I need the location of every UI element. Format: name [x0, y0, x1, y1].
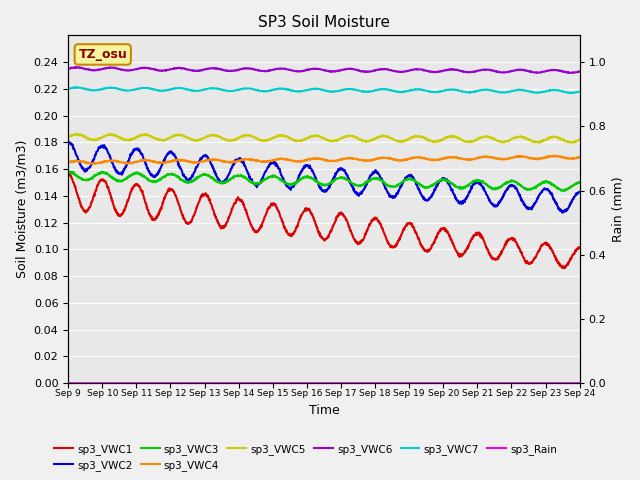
sp3_VWC7 — [236, 86, 243, 92]
sp3_VWC7 — [403, 88, 411, 94]
sp3_Rain — [166, 380, 173, 386]
Y-axis label: Soil Moisture (m3/m3): Soil Moisture (m3/m3) — [15, 140, 28, 278]
sp3_VWC6 — [568, 70, 575, 76]
Line: sp3_VWC7: sp3_VWC7 — [68, 87, 580, 93]
sp3_VWC3 — [560, 188, 568, 194]
Line: sp3_VWC4: sp3_VWC4 — [68, 156, 580, 164]
sp3_VWC1 — [236, 197, 243, 203]
sp3_VWC7 — [64, 86, 72, 92]
sp3_VWC6 — [166, 66, 173, 72]
sp3_VWC1 — [576, 245, 584, 251]
sp3_VWC5 — [403, 137, 411, 143]
sp3_VWC2 — [559, 210, 566, 216]
sp3_VWC2 — [65, 139, 72, 144]
sp3_VWC5 — [236, 134, 243, 140]
sp3_VWC4 — [553, 153, 561, 158]
sp3_VWC1 — [65, 171, 73, 177]
sp3_Rain — [403, 380, 411, 386]
sp3_VWC4 — [403, 156, 411, 162]
Y-axis label: Rain (mm): Rain (mm) — [612, 177, 625, 242]
sp3_VWC1 — [64, 171, 72, 177]
sp3_VWC3 — [576, 180, 584, 186]
sp3_VWC7 — [72, 84, 79, 90]
sp3_VWC1 — [561, 265, 568, 271]
sp3_VWC6 — [403, 68, 411, 74]
sp3_VWC6 — [470, 69, 478, 74]
sp3_Rain — [236, 380, 243, 386]
sp3_VWC4 — [179, 157, 186, 163]
sp3_VWC2 — [64, 139, 72, 145]
sp3_VWC5 — [64, 134, 72, 140]
sp3_VWC5 — [515, 134, 523, 140]
sp3_VWC5 — [166, 135, 173, 141]
sp3_VWC4 — [515, 153, 523, 159]
sp3_VWC7 — [576, 89, 584, 95]
Title: SP3 Soil Moisture: SP3 Soil Moisture — [258, 15, 390, 30]
sp3_Rain — [65, 380, 72, 386]
sp3_VWC7 — [179, 85, 186, 91]
sp3_VWC5 — [568, 140, 576, 145]
sp3_Rain — [516, 380, 524, 386]
sp3_VWC3 — [236, 173, 243, 179]
sp3_VWC7 — [515, 87, 523, 93]
sp3_VWC6 — [72, 64, 80, 70]
Line: sp3_VWC3: sp3_VWC3 — [68, 171, 580, 191]
sp3_VWC6 — [64, 66, 72, 72]
sp3_VWC3 — [67, 168, 74, 174]
sp3_VWC2 — [166, 150, 173, 156]
sp3_VWC7 — [470, 89, 478, 95]
sp3_VWC2 — [515, 191, 523, 197]
Line: sp3_VWC1: sp3_VWC1 — [68, 174, 580, 268]
sp3_VWC6 — [236, 67, 243, 72]
Line: sp3_VWC2: sp3_VWC2 — [68, 142, 580, 213]
sp3_VWC2 — [236, 157, 243, 163]
X-axis label: Time: Time — [308, 404, 339, 417]
sp3_Rain — [179, 380, 186, 386]
sp3_Rain — [64, 380, 72, 386]
sp3_VWC1 — [515, 245, 523, 251]
sp3_VWC4 — [470, 156, 478, 162]
sp3_VWC5 — [470, 138, 478, 144]
sp3_VWC3 — [64, 170, 72, 176]
Line: sp3_VWC5: sp3_VWC5 — [68, 134, 580, 143]
sp3_VWC3 — [515, 181, 523, 187]
sp3_Rain — [576, 380, 584, 386]
sp3_VWC2 — [179, 169, 186, 175]
sp3_VWC2 — [470, 181, 478, 187]
sp3_VWC6 — [179, 66, 186, 72]
sp3_Rain — [470, 380, 478, 386]
sp3_VWC4 — [64, 159, 72, 165]
sp3_VWC3 — [166, 171, 173, 177]
sp3_VWC2 — [403, 173, 411, 179]
sp3_VWC2 — [576, 189, 584, 195]
sp3_VWC6 — [576, 69, 584, 74]
sp3_VWC1 — [403, 222, 411, 228]
sp3_VWC4 — [166, 159, 173, 165]
sp3_VWC5 — [576, 137, 584, 143]
sp3_VWC5 — [72, 131, 80, 137]
sp3_Rain — [511, 380, 519, 386]
sp3_VWC4 — [88, 161, 96, 167]
Legend: sp3_VWC1, sp3_VWC2, sp3_VWC3, sp3_VWC4, sp3_VWC5, sp3_VWC6, sp3_VWC7, sp3_Rain: sp3_VWC1, sp3_VWC2, sp3_VWC3, sp3_VWC4, … — [50, 439, 561, 475]
sp3_VWC1 — [166, 187, 173, 192]
sp3_VWC1 — [179, 212, 186, 217]
sp3_VWC4 — [236, 158, 243, 164]
sp3_VWC7 — [166, 87, 173, 93]
sp3_VWC6 — [515, 67, 523, 73]
sp3_VWC3 — [179, 177, 186, 183]
sp3_VWC7 — [568, 90, 576, 96]
Text: TZ_osu: TZ_osu — [78, 48, 127, 61]
Line: sp3_VWC6: sp3_VWC6 — [68, 67, 580, 73]
sp3_VWC4 — [576, 154, 584, 160]
sp3_VWC1 — [470, 233, 478, 239]
sp3_VWC5 — [179, 132, 186, 138]
sp3_VWC3 — [403, 177, 411, 182]
sp3_VWC3 — [470, 179, 478, 185]
